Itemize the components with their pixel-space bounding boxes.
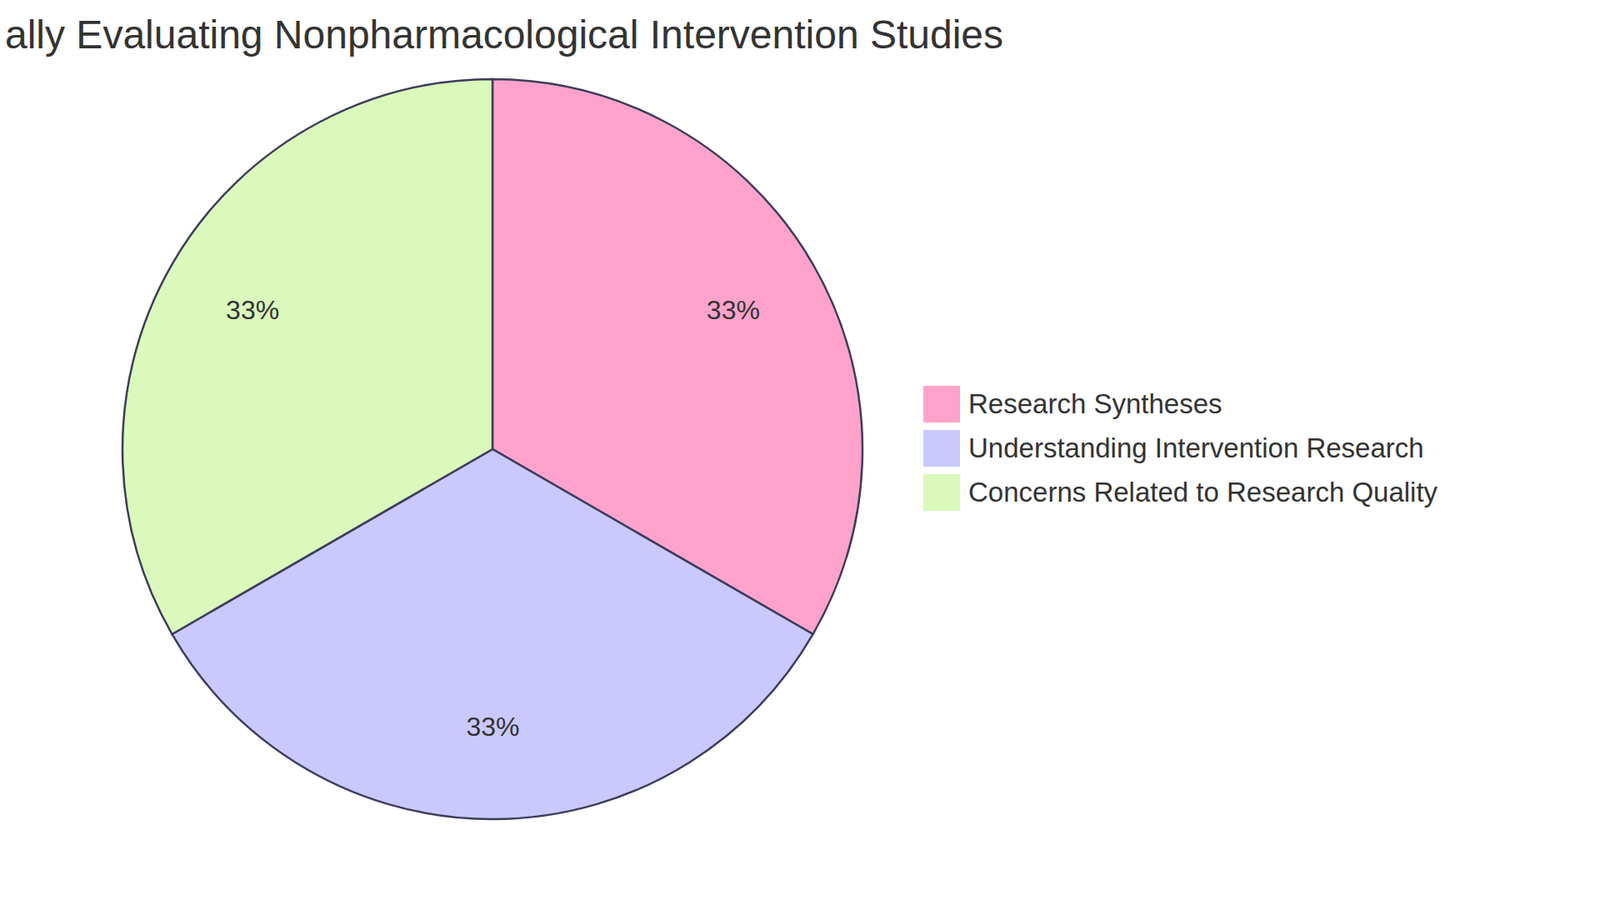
html-text:Concerns Related to Research Q: Concerns Related to Research Quality (968, 476, 1438, 508)
svg-text:33%: 33% (465, 711, 520, 742)
html-text:Research Syntheses: Research Syntheses (968, 387, 1223, 419)
svg-text:33%: 33% (706, 295, 760, 325)
html-text:ally Evaluating Nonpharmacolog: ally Evaluating Nonpharmacological Inter… (5, 12, 1004, 57)
svg-text:33%: 33% (225, 295, 280, 325)
html-text:Understanding Intervention Res: Understanding Intervention Research (968, 432, 1424, 463)
